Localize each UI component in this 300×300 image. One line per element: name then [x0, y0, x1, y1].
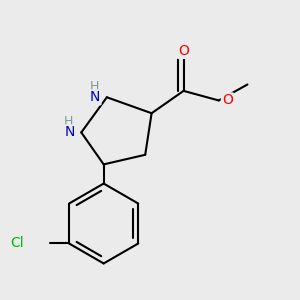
Text: Cl: Cl — [11, 236, 24, 250]
Text: H: H — [89, 80, 99, 93]
Text: H: H — [64, 115, 73, 128]
Text: O: O — [178, 44, 189, 58]
Text: O: O — [222, 94, 233, 107]
Text: N: N — [64, 125, 75, 140]
Text: N: N — [90, 90, 101, 104]
